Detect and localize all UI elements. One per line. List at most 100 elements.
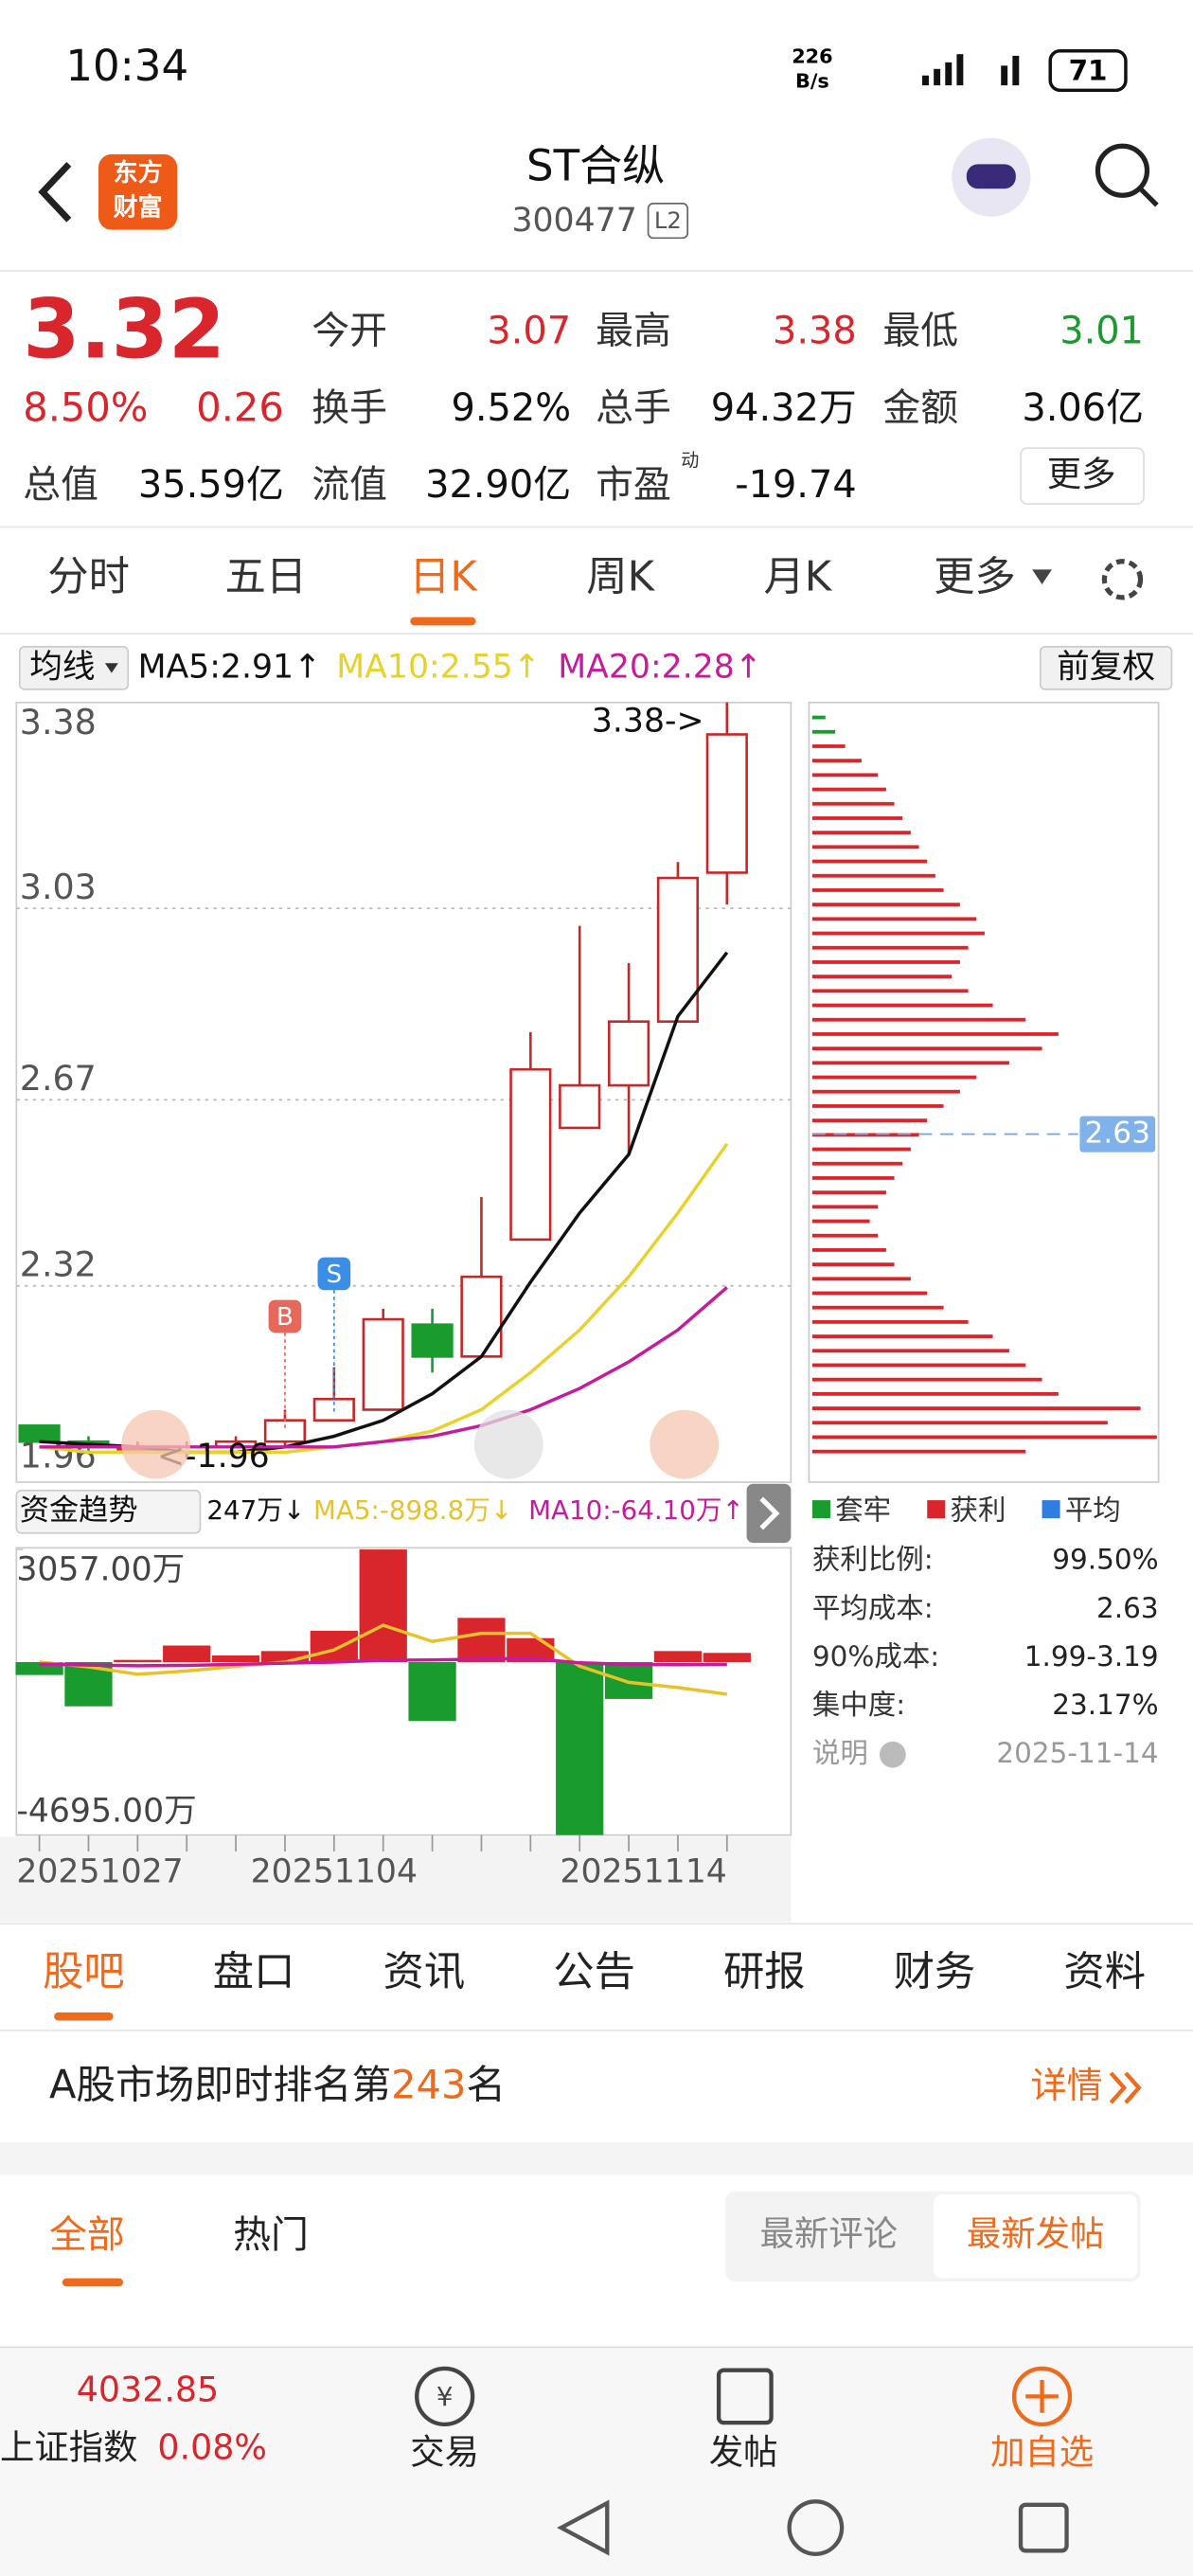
date-label: 20251114	[560, 1853, 726, 1891]
nav-home[interactable]	[787, 2499, 845, 2556]
field-label: 总值	[23, 463, 98, 507]
stat-label: 集中度:	[812, 1689, 905, 1721]
section-tab[interactable]: 公告	[553, 1948, 635, 1995]
chip-bar	[811, 1017, 1026, 1022]
period-tab[interactable]: 日K	[409, 553, 478, 600]
adjust-label: 前复权	[1057, 648, 1155, 686]
battery-level: 71	[1069, 55, 1108, 87]
field-value: 3.38	[773, 309, 857, 352]
bottom-bar	[0, 2347, 1193, 2576]
chip-bar	[811, 1391, 1059, 1396]
y-tick-label: -4695.00万	[16, 1792, 196, 1830]
candle-body	[411, 1323, 454, 1358]
section-tab[interactable]: 研报	[723, 1948, 806, 1995]
chip-bar	[811, 729, 836, 734]
nav-back[interactable]	[557, 2499, 610, 2556]
legend-swatch	[927, 1500, 946, 1519]
stat-label: 获利比例:	[812, 1544, 934, 1576]
section-tab[interactable]: 资讯	[383, 1948, 466, 1995]
chip-bar	[811, 1089, 960, 1094]
feed-tab[interactable]: 全部	[49, 2213, 125, 2257]
rank-detail[interactable]: 详情	[1030, 2065, 1102, 2106]
fund-ma5: MA5:-898.8万↓	[313, 1494, 512, 1526]
period-tab[interactable]: 更多	[934, 553, 1016, 600]
period-tab[interactable]: 月K	[763, 553, 832, 600]
ma-value: MA10:2.55↑	[336, 648, 541, 686]
chip-bar	[811, 945, 969, 950]
ma-selector[interactable]	[18, 645, 130, 690]
nav-label[interactable]: 交易	[410, 2432, 479, 2473]
section-tab[interactable]: 盘口	[213, 1948, 295, 1995]
chip-bar	[811, 975, 953, 979]
settings-button[interactable]	[1101, 559, 1144, 600]
fund-bar	[310, 1630, 358, 1663]
info-icon[interactable]	[879, 1741, 906, 1768]
search-button[interactable]	[1095, 143, 1150, 198]
scroll-control[interactable]	[121, 1409, 191, 1479]
sell-marker	[317, 1257, 351, 1291]
sort-option[interactable]: 最新发帖	[967, 2213, 1105, 2254]
rank-suffix: 名	[466, 2062, 506, 2108]
section-tab[interactable]: 资料	[1063, 1948, 1146, 1995]
field-label: 换手	[312, 386, 387, 430]
chip-bar	[811, 744, 846, 748]
adjust-button[interactable]	[1039, 645, 1173, 690]
y-tick-label: 2.67	[20, 1058, 97, 1099]
period-tab[interactable]: 分时	[47, 553, 130, 600]
y-tick-label: 3.38	[20, 702, 97, 742]
add-plus	[1025, 2380, 1059, 2413]
fund-bar	[408, 1662, 456, 1722]
chip-bar	[811, 931, 985, 936]
expand-button[interactable]	[746, 1483, 792, 1544]
legend-swatch	[1042, 1500, 1060, 1519]
chip-bar	[811, 1291, 928, 1296]
field-label: 最高	[596, 309, 671, 352]
chip-bar	[811, 1147, 911, 1152]
legend-label: 获利	[950, 1494, 1006, 1527]
nav-recent[interactable]	[1018, 2502, 1069, 2553]
period-tab[interactable]: 周K	[586, 553, 655, 600]
fund-bar	[653, 1651, 703, 1663]
period-tabs: 分时 五日 日K 周K 月K 更多	[47, 553, 1052, 626]
sort-option[interactable]: 最新评论	[759, 2213, 898, 2254]
separator	[0, 2141, 1193, 2175]
candle-body	[656, 876, 700, 1023]
chip-bar	[811, 1233, 879, 1238]
battery	[1048, 48, 1128, 93]
stat-label: 说明	[812, 1737, 868, 1769]
chip-bar	[811, 1277, 911, 1281]
feed-tab[interactable]: 热门	[233, 2213, 309, 2257]
chip-bar	[811, 1032, 1059, 1036]
period-tab[interactable]: 五日	[224, 553, 307, 600]
average-tag	[1079, 1116, 1156, 1153]
field-label: 市盈	[596, 463, 671, 507]
section-tab[interactable]: 股吧	[43, 1948, 125, 1995]
fund-ma-line	[39, 1656, 727, 1668]
chip-bar	[811, 1205, 879, 1209]
nav-label[interactable]: 加自选	[990, 2432, 1094, 2473]
candle-body	[362, 1317, 404, 1411]
back-button[interactable]	[38, 161, 72, 223]
section-tab[interactable]: 财务	[894, 1948, 976, 1995]
scroll-control[interactable]	[650, 1409, 720, 1479]
field-value: -19.74	[735, 463, 857, 507]
chip-bar	[811, 1061, 1009, 1065]
field-superscript: 动	[681, 451, 699, 472]
rank-number: 243	[391, 2062, 466, 2108]
scroll-control[interactable]	[473, 1409, 543, 1479]
chip-bar	[811, 1003, 993, 1008]
fund-selector[interactable]	[15, 1489, 202, 1534]
clock: 10:34	[65, 41, 188, 91]
trade-icon-glyph: ¥	[436, 2381, 454, 2412]
ma-values: MA5:2.91↑ MA10:2.55↑ MA20:2.28↑	[104, 648, 762, 686]
fund-bar	[556, 1662, 604, 1835]
more-button[interactable]	[1020, 447, 1145, 505]
chip-bar	[811, 1421, 1108, 1425]
y-tick-label: 2.32	[20, 1243, 97, 1284]
chip-bar	[811, 845, 919, 850]
nav-label[interactable]: 发帖	[709, 2432, 778, 2473]
field-label: 总手	[596, 386, 671, 430]
fund-latest: 247万↓	[206, 1494, 305, 1526]
index-change: 0.08%	[157, 2426, 267, 2467]
